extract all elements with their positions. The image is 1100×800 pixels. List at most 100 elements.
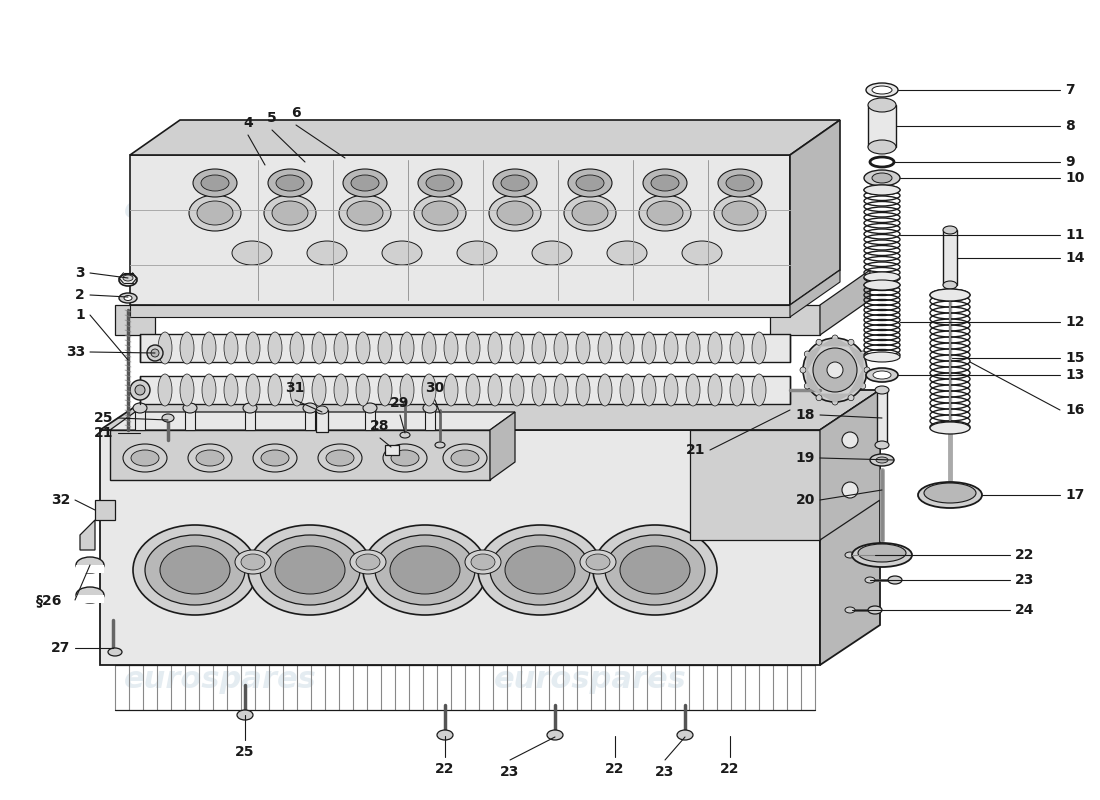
Ellipse shape <box>642 374 656 406</box>
Text: 23: 23 <box>1015 573 1034 587</box>
Polygon shape <box>130 120 840 155</box>
Bar <box>877 390 887 445</box>
Text: 15: 15 <box>1065 351 1085 365</box>
Text: 21: 21 <box>94 426 113 440</box>
Polygon shape <box>490 412 515 480</box>
Ellipse shape <box>356 554 380 570</box>
Ellipse shape <box>620 546 690 594</box>
Circle shape <box>860 351 866 357</box>
Ellipse shape <box>842 482 858 498</box>
Ellipse shape <box>276 175 304 191</box>
Text: eurospares: eurospares <box>494 666 686 694</box>
Ellipse shape <box>133 525 257 615</box>
Ellipse shape <box>620 374 634 406</box>
Ellipse shape <box>383 444 427 472</box>
Ellipse shape <box>339 195 390 231</box>
Ellipse shape <box>160 546 230 594</box>
Ellipse shape <box>490 195 541 231</box>
Ellipse shape <box>124 295 132 301</box>
Ellipse shape <box>236 710 253 720</box>
Circle shape <box>800 367 806 373</box>
Ellipse shape <box>422 332 436 364</box>
Polygon shape <box>820 270 870 335</box>
Circle shape <box>832 399 838 405</box>
Circle shape <box>848 394 854 401</box>
Ellipse shape <box>576 374 590 406</box>
Ellipse shape <box>268 332 282 364</box>
Ellipse shape <box>400 332 414 364</box>
Ellipse shape <box>201 175 229 191</box>
Text: 31: 31 <box>285 381 305 395</box>
Ellipse shape <box>864 170 900 186</box>
Text: 23: 23 <box>500 765 519 779</box>
Circle shape <box>832 335 838 341</box>
Polygon shape <box>690 430 820 540</box>
Text: 28: 28 <box>371 419 389 433</box>
Ellipse shape <box>418 169 462 197</box>
Ellipse shape <box>943 226 957 234</box>
Text: 9: 9 <box>1065 155 1075 169</box>
Text: eurospares: eurospares <box>123 195 317 225</box>
Ellipse shape <box>378 374 392 406</box>
Ellipse shape <box>651 175 679 191</box>
Ellipse shape <box>858 544 906 562</box>
Circle shape <box>147 345 163 361</box>
Ellipse shape <box>868 606 882 614</box>
Ellipse shape <box>471 554 495 570</box>
Polygon shape <box>790 120 840 305</box>
Ellipse shape <box>189 195 241 231</box>
Ellipse shape <box>351 175 380 191</box>
Ellipse shape <box>272 201 308 225</box>
Ellipse shape <box>682 241 722 265</box>
Ellipse shape <box>493 169 537 197</box>
Ellipse shape <box>708 374 722 406</box>
Bar <box>385 445 399 455</box>
Text: 33: 33 <box>66 345 85 359</box>
Ellipse shape <box>400 432 410 438</box>
Ellipse shape <box>488 332 502 364</box>
Ellipse shape <box>307 241 346 265</box>
Ellipse shape <box>158 374 172 406</box>
Polygon shape <box>790 270 840 317</box>
Text: eurospares: eurospares <box>494 566 686 594</box>
Ellipse shape <box>676 730 693 740</box>
Ellipse shape <box>76 557 104 573</box>
Circle shape <box>151 349 160 357</box>
Text: 7: 7 <box>1065 83 1075 97</box>
Ellipse shape <box>334 374 348 406</box>
Ellipse shape <box>532 332 546 364</box>
Ellipse shape <box>133 403 147 413</box>
Ellipse shape <box>870 454 894 466</box>
Circle shape <box>804 383 811 389</box>
Ellipse shape <box>888 576 902 584</box>
Circle shape <box>803 338 867 402</box>
Ellipse shape <box>505 546 575 594</box>
Text: 24: 24 <box>1015 603 1034 617</box>
Ellipse shape <box>123 444 167 472</box>
Text: 25: 25 <box>235 745 255 759</box>
Bar <box>868 105 896 147</box>
Ellipse shape <box>243 403 257 413</box>
Ellipse shape <box>131 450 160 466</box>
Ellipse shape <box>718 169 762 197</box>
Text: 11: 11 <box>1065 228 1085 242</box>
Ellipse shape <box>119 293 138 303</box>
Ellipse shape <box>510 374 524 406</box>
Ellipse shape <box>334 332 348 364</box>
Polygon shape <box>130 155 790 305</box>
Circle shape <box>804 351 811 357</box>
Ellipse shape <box>730 374 744 406</box>
Bar <box>316 410 328 432</box>
Text: 22: 22 <box>1015 548 1034 562</box>
Ellipse shape <box>497 201 534 225</box>
Ellipse shape <box>554 332 568 364</box>
Ellipse shape <box>202 332 216 364</box>
Ellipse shape <box>192 169 236 197</box>
Circle shape <box>827 362 843 378</box>
Text: eurospares: eurospares <box>494 195 686 225</box>
Polygon shape <box>821 338 849 346</box>
Ellipse shape <box>444 374 458 406</box>
Ellipse shape <box>248 525 372 615</box>
Text: 13: 13 <box>1065 368 1085 382</box>
Ellipse shape <box>547 730 563 740</box>
